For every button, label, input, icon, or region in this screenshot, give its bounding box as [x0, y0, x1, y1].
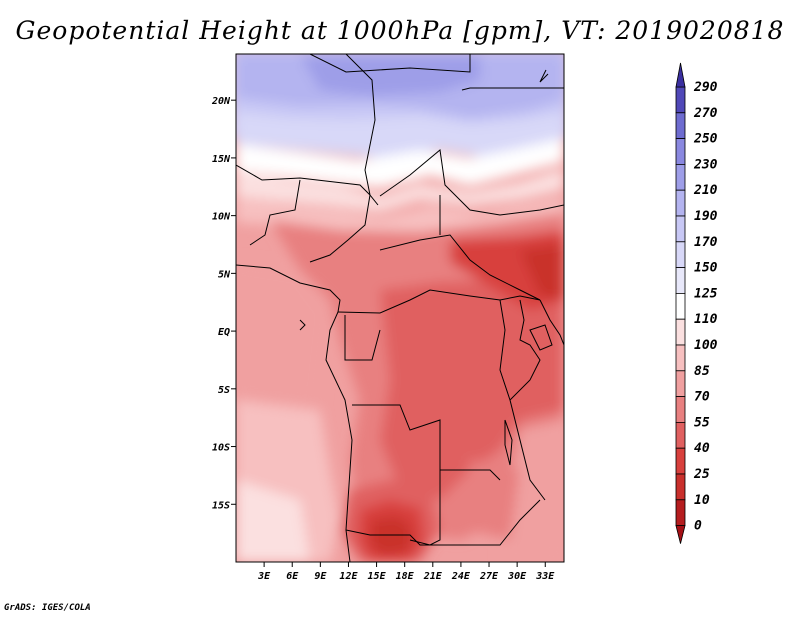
colorbar-bin [675, 473, 686, 501]
colorbar-label: 110 [694, 312, 718, 327]
colorbar-label: 25 [693, 467, 710, 482]
colorbar-bin [675, 86, 686, 114]
x-tick-label: 3E [257, 571, 271, 582]
map-frame [235, 53, 565, 563]
x-tick-label: 18E [396, 571, 415, 582]
colorbar-bin [675, 421, 686, 449]
x-tick-label: 6E [286, 571, 299, 582]
colorbar-bin [675, 396, 686, 423]
colorbar-bin [675, 138, 686, 165]
colorbar-label: 0 [694, 519, 702, 534]
y-tick-label: 5S [218, 385, 230, 396]
colorbar-label: 100 [694, 338, 718, 353]
x-tick-label: 21E [423, 571, 443, 582]
colorbar-label: 150 [694, 261, 718, 276]
colorbar-label: 85 [694, 364, 710, 379]
colorbar-label: 55 [694, 415, 710, 430]
colorbar-bin [675, 447, 686, 475]
colorbar-bin [675, 292, 686, 320]
shaded-field [236, 54, 564, 562]
colorbar-bin [675, 318, 686, 346]
colorbar-bin [675, 241, 686, 269]
y-tick-label: 10N [212, 212, 231, 223]
x-tick-label: 9E [314, 571, 327, 582]
x-tick-label: 27E [479, 571, 499, 582]
colorbar-label: 40 [694, 441, 710, 456]
coastlines-borders [236, 54, 564, 562]
colorbar-label: 230 [693, 157, 718, 172]
colorbar-bin [675, 189, 686, 217]
colorbar-bin [675, 267, 686, 294]
y-tick-label: 5N [218, 269, 231, 280]
y-tick-label: EQ [218, 327, 230, 338]
colorbar-label: 250 [693, 132, 718, 147]
grads-credit: GrADS: IGES/COLA [4, 603, 91, 613]
x-tick-label: 30E [507, 571, 527, 582]
colorbar-label: 10 [694, 493, 710, 508]
colorbar-bin [675, 344, 686, 372]
y-tick-label: 15S [212, 500, 230, 511]
y-tick-label: 15N [212, 154, 231, 165]
colorbar-bin [675, 112, 686, 140]
x-tick-label: 24E [451, 571, 471, 582]
chart-title: Geopotential Height at 1000hPa [gpm], VT… [15, 16, 785, 45]
colorbar-label: 270 [693, 106, 718, 121]
colorbar-top-arrow [675, 62, 686, 88]
colorbar-bottom-arrow [675, 525, 686, 544]
x-tick-label: 15E [368, 571, 387, 582]
colorbar-label: 170 [694, 235, 718, 250]
colorbar-bin [675, 370, 686, 397]
x-tick-label: 12E [339, 571, 358, 582]
colorbar-label: 125 [694, 286, 718, 301]
y-tick-label: 20N [211, 96, 231, 107]
colorbar-label: 70 [694, 390, 710, 405]
colorbar: 2902702502302101901701501251101008570554… [675, 62, 718, 544]
colorbar-label: 210 [693, 183, 718, 198]
colorbar-label: 190 [694, 209, 718, 224]
colorbar-bin [675, 215, 686, 243]
colorbar-bin [675, 499, 686, 526]
colorbar-bin [675, 163, 686, 191]
colorbar-label: 290 [693, 80, 718, 95]
axes: 3E 6E 9E 12E 15E 18E 21E 24E 27E 30E 33E 20N 15N 10N 5… [211, 96, 555, 582]
x-tick-label: 33E [535, 571, 555, 582]
y-tick-label: 10S [212, 443, 230, 454]
